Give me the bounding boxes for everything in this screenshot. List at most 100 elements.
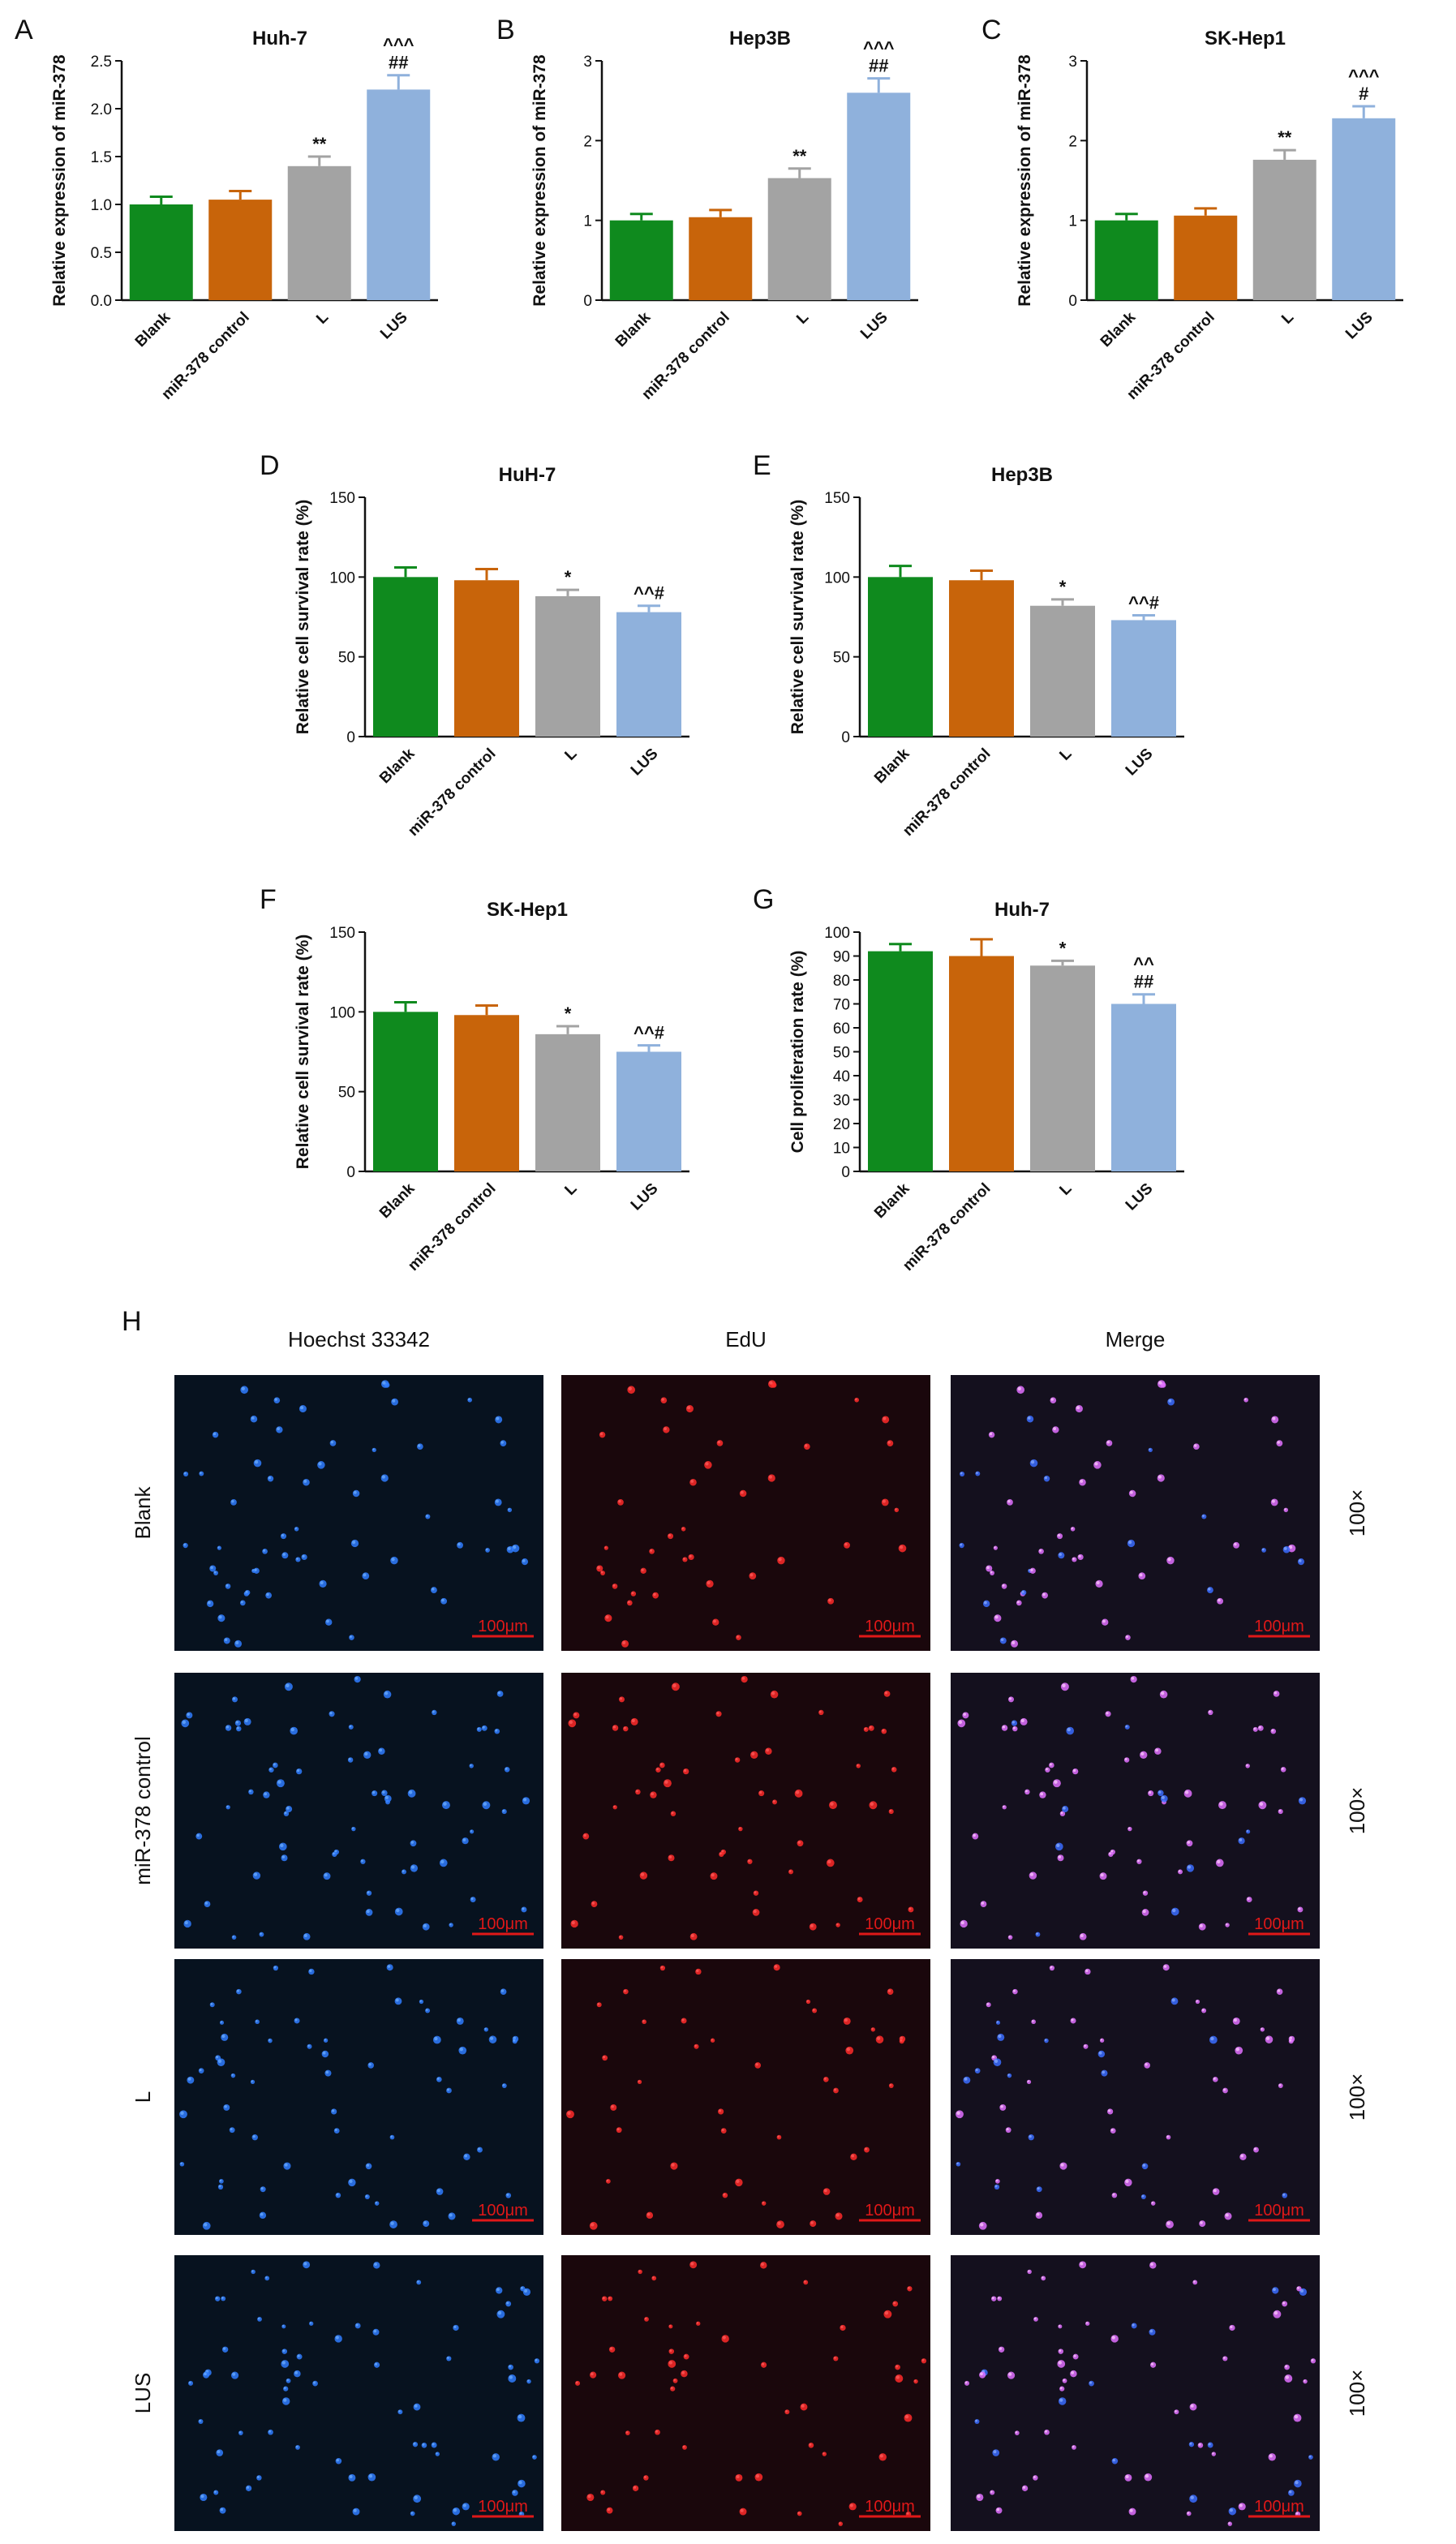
cell-nucleus-highlight: [1258, 1725, 1261, 1729]
cell-nucleus-highlight: [976, 1472, 978, 1475]
y-tick-label: 2.5: [91, 54, 112, 71]
cell-nucleus-highlight: [297, 2354, 300, 2357]
cell-nucleus-highlight: [722, 2336, 726, 2340]
cell-nucleus-highlight: [273, 1763, 276, 1766]
cell-nucleus-highlight: [690, 1934, 694, 1937]
y-tick-label: 0: [583, 293, 592, 310]
cell-nucleus-highlight: [295, 2445, 299, 2448]
bar-l: [287, 165, 351, 300]
cell-nucleus-highlight: [823, 2189, 827, 2193]
cell-nucleus-highlight: [705, 1462, 709, 1466]
panel-letter: D: [260, 450, 280, 481]
chart-panel-f: F SK-Hep1 Relative cell survival rate (%) 0…: [260, 884, 689, 1274]
cell-nucleus-highlight: [871, 2027, 874, 2030]
cell-nucleus-highlight: [908, 1907, 912, 1910]
cell-nucleus-highlight: [1044, 2039, 1047, 2041]
cell-nucleus-highlight: [231, 1499, 234, 1503]
cell-nucleus-highlight: [492, 2454, 496, 2458]
cell-nucleus-highlight: [921, 2358, 925, 2361]
cell-nucleus-highlight: [599, 1432, 603, 1436]
cell-nucleus-highlight: [671, 1811, 674, 1815]
bar-mir-378-control: [689, 217, 753, 300]
scale-bar-label: 100μm: [1254, 2498, 1304, 2516]
cell-nucleus-highlight: [361, 1859, 363, 1863]
y-tick-label: 50: [338, 1085, 355, 1102]
cell-nucleus-highlight: [736, 2179, 740, 2184]
cell-nucleus-highlight: [996, 2507, 1000, 2512]
cell-nucleus-highlight: [711, 2039, 714, 2041]
cell-nucleus-highlight: [443, 1802, 447, 1806]
cell-nucleus-highlight: [804, 1444, 808, 1447]
panel-letter: F: [260, 884, 277, 915]
cell-nucleus-highlight: [823, 2077, 827, 2080]
cell-nucleus-highlight: [1145, 2474, 1149, 2478]
y-tick-label: 0: [346, 729, 355, 746]
cell-nucleus-highlight: [1008, 1936, 1011, 1938]
cell-nucleus-highlight: [650, 1549, 653, 1552]
cell-nucleus-highlight: [1284, 1508, 1286, 1510]
cell-nucleus-highlight: [392, 1399, 396, 1403]
cell-nucleus-highlight: [991, 2297, 994, 2300]
cell-nucleus-highlight: [1003, 1805, 1005, 1808]
cell-nucleus-highlight: [893, 2301, 896, 2305]
cell-nucleus-highlight: [236, 1989, 239, 1992]
cell-nucleus-highlight: [830, 1802, 834, 1806]
cell-nucleus-highlight: [960, 1472, 963, 1475]
row-label: LUS: [131, 2373, 155, 2414]
y-tick-label: 150: [824, 490, 850, 507]
cell-nucleus-highlight: [1207, 1588, 1211, 1591]
y-axis-label: Relative cell survival rate (%): [294, 500, 312, 734]
chart-panel-g: G Huh-7 Cell proliferation rate (%) 0 10 20 30…: [753, 884, 1184, 1274]
cell-nucleus-highlight: [1132, 2323, 1135, 2327]
cell-nucleus-highlight: [613, 1805, 616, 1808]
cell-nucleus-highlight: [769, 1381, 773, 1385]
bar-l: [1252, 159, 1316, 300]
cell-nucleus-highlight: [431, 1588, 435, 1591]
cell-nucleus-highlight: [236, 1726, 239, 1730]
micrograph-background: [561, 1673, 930, 1949]
cell-nucleus-highlight: [335, 2336, 339, 2340]
cell-nucleus-highlight: [303, 1480, 307, 1483]
cell-nucleus-highlight: [717, 1441, 721, 1444]
cell-nucleus-highlight: [1150, 2263, 1153, 2267]
cell-nucleus-highlight: [1187, 2512, 1190, 2514]
y-tick-label: 50: [833, 1045, 850, 1062]
cell-nucleus-highlight: [604, 1546, 607, 1549]
x-tick-label: L: [793, 308, 812, 327]
cell-nucleus-highlight: [612, 1584, 616, 1587]
panel-letter: E: [753, 450, 771, 481]
cell-nucleus-highlight: [690, 2262, 694, 2266]
bar-l: [535, 595, 600, 737]
cell-nucleus-highlight: [778, 1558, 782, 1562]
cell-nucleus-highlight: [373, 2329, 377, 2333]
cell-nucleus-highlight: [646, 2212, 651, 2216]
cell-nucleus-highlight: [1229, 2508, 1234, 2512]
cell-nucleus-highlight: [232, 1936, 234, 1938]
cell-nucleus-highlight: [522, 1559, 526, 1562]
cell-nucleus-highlight: [254, 1568, 257, 1571]
micrograph-image: 100μm: [561, 2255, 930, 2531]
cell-nucleus-highlight: [408, 1790, 413, 1794]
cell-nucleus-highlight: [220, 2507, 224, 2512]
cell-nucleus-highlight: [748, 1859, 750, 1863]
cell-nucleus-highlight: [884, 2311, 889, 2315]
cell-nucleus-highlight: [1108, 1852, 1111, 1855]
cell-nucleus-highlight: [1184, 1790, 1189, 1794]
cell-nucleus-highlight: [375, 2202, 378, 2204]
micrograph-image: 100μm: [951, 1375, 1320, 1651]
cell-nucleus-highlight: [600, 2490, 603, 2493]
cell-nucleus-highlight: [766, 1748, 770, 1752]
cell-nucleus-highlight: [857, 1897, 861, 1901]
cell-nucleus-highlight: [1265, 2036, 1270, 2040]
cell-nucleus-highlight: [981, 1902, 985, 1905]
panel-letter: A: [15, 15, 33, 45]
cell-nucleus-highlight: [484, 2027, 487, 2030]
column-header: Hoechst 33342: [288, 1327, 430, 1352]
cell-nucleus-highlight: [963, 1712, 966, 1717]
cell-nucleus-highlight: [506, 2301, 509, 2305]
cell-nucleus-highlight: [240, 1601, 243, 1604]
bar-mir-378-control: [1174, 215, 1238, 300]
x-tick-label: miR-378 control: [405, 746, 499, 840]
y-tick-label: 80: [833, 973, 850, 990]
cell-nucleus-highlight: [806, 2000, 809, 2002]
